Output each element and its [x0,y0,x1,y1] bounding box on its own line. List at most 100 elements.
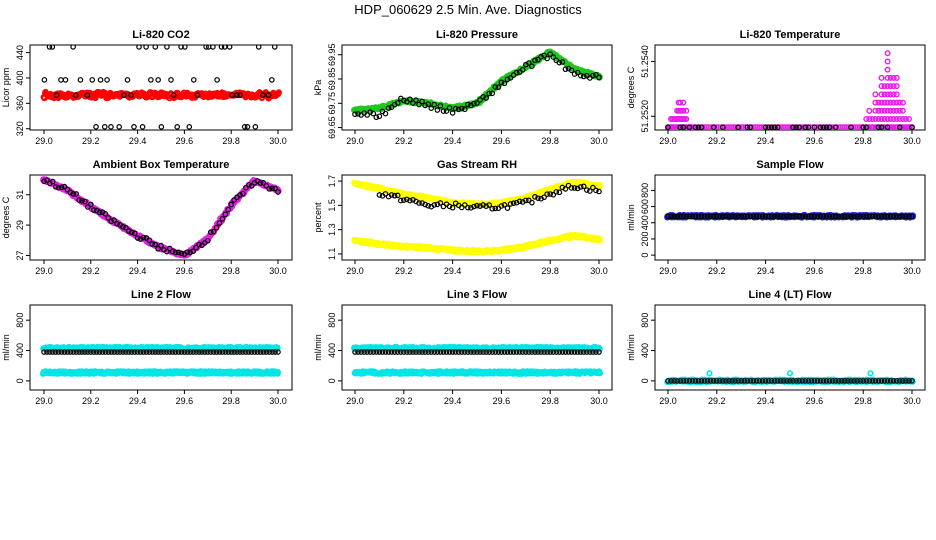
data-point [134,235,141,241]
data-point [805,124,812,130]
data-point [62,77,69,83]
data-point [887,213,894,220]
data-point [498,203,505,209]
data-point [686,124,693,130]
y-tick-label: 400 [15,70,25,85]
data-point [875,213,882,220]
series-line-3-flow-lower [351,368,604,377]
x-tick-label: 29.4 [129,136,147,146]
data-point [881,99,888,106]
x-tick-label: 29.0 [659,266,677,276]
data-point [422,201,428,208]
data-point [260,180,267,186]
y-tick-label: 360 [15,96,25,111]
x-tick-label: 29.6 [493,266,511,276]
data-point [689,124,696,130]
data-point [826,124,833,130]
data-point [902,124,909,130]
x-tick-label: 29.8 [541,266,559,276]
data-point [136,45,142,50]
data-point [790,213,796,220]
data-point [677,124,683,130]
data-point [881,213,888,220]
data-point [431,101,438,108]
data-point [128,229,135,236]
data-point [665,124,671,130]
data-point [811,213,818,220]
data-point [164,45,170,50]
x-tick-label: 29.0 [346,136,364,146]
data-point [234,92,240,98]
data-point [149,349,156,355]
panel-title: Li-820 Pressure [436,29,518,41]
data-point [93,124,99,130]
data-point [184,349,191,355]
data-point [269,185,275,192]
data-point [474,100,480,106]
data-point [137,349,144,355]
data-point [829,213,836,220]
data-point [704,213,711,220]
data-point [169,248,176,255]
data-point [213,349,220,355]
data-point [168,77,174,83]
data-point [596,188,602,195]
data-point [698,213,705,220]
data-point [872,99,879,106]
x-tick-label: 29.4 [129,396,147,406]
data-point [47,349,53,355]
data-point [407,96,413,103]
data-point [148,77,154,83]
data-point [422,102,428,109]
data-point [352,111,358,118]
data-point [111,349,118,355]
data-point [857,213,863,220]
data-point [203,45,209,50]
data-point [492,205,499,212]
data-point [263,182,270,189]
data-point [158,124,165,130]
data-point [832,213,839,220]
data-point [559,59,566,65]
x-tick-label: 29.6 [176,266,194,276]
x-tick-label: 29.0 [35,136,53,146]
x-tick-label: 29.0 [346,396,364,406]
data-point [55,185,62,191]
data-point [590,184,596,191]
data-point [205,237,211,244]
data-point [219,349,226,355]
data-point [164,248,170,255]
data-point [811,124,818,130]
data-point [172,349,179,355]
data-point [756,213,763,220]
data-point [835,213,842,220]
data-point [92,94,99,102]
data-point [425,101,432,107]
data-point [480,202,486,208]
data-point [146,237,153,243]
data-point [689,213,696,220]
data-point [483,203,489,209]
y-axis-label: percent [313,202,323,233]
y-tick-label: 29 [15,220,25,230]
data-point [416,200,422,206]
data-point [768,213,775,220]
x-tick-label: 29.6 [176,136,194,146]
data-point [778,213,784,220]
x-tick-label: 30.0 [590,266,608,276]
data-point [890,107,897,114]
x-tick-label: 29.6 [176,396,194,406]
data-point [692,213,699,220]
data-point [854,213,860,220]
data-point [513,69,520,76]
panel-title: Line 2 Flow [131,289,191,301]
data-point [793,124,799,130]
data-point [355,111,361,117]
data-point [845,213,851,220]
y-tick-label: 1.7 [327,175,337,188]
data-point [245,181,252,188]
data-point [753,213,760,220]
panel-title: Li-820 CO2 [132,29,189,41]
data-layer [40,176,282,259]
